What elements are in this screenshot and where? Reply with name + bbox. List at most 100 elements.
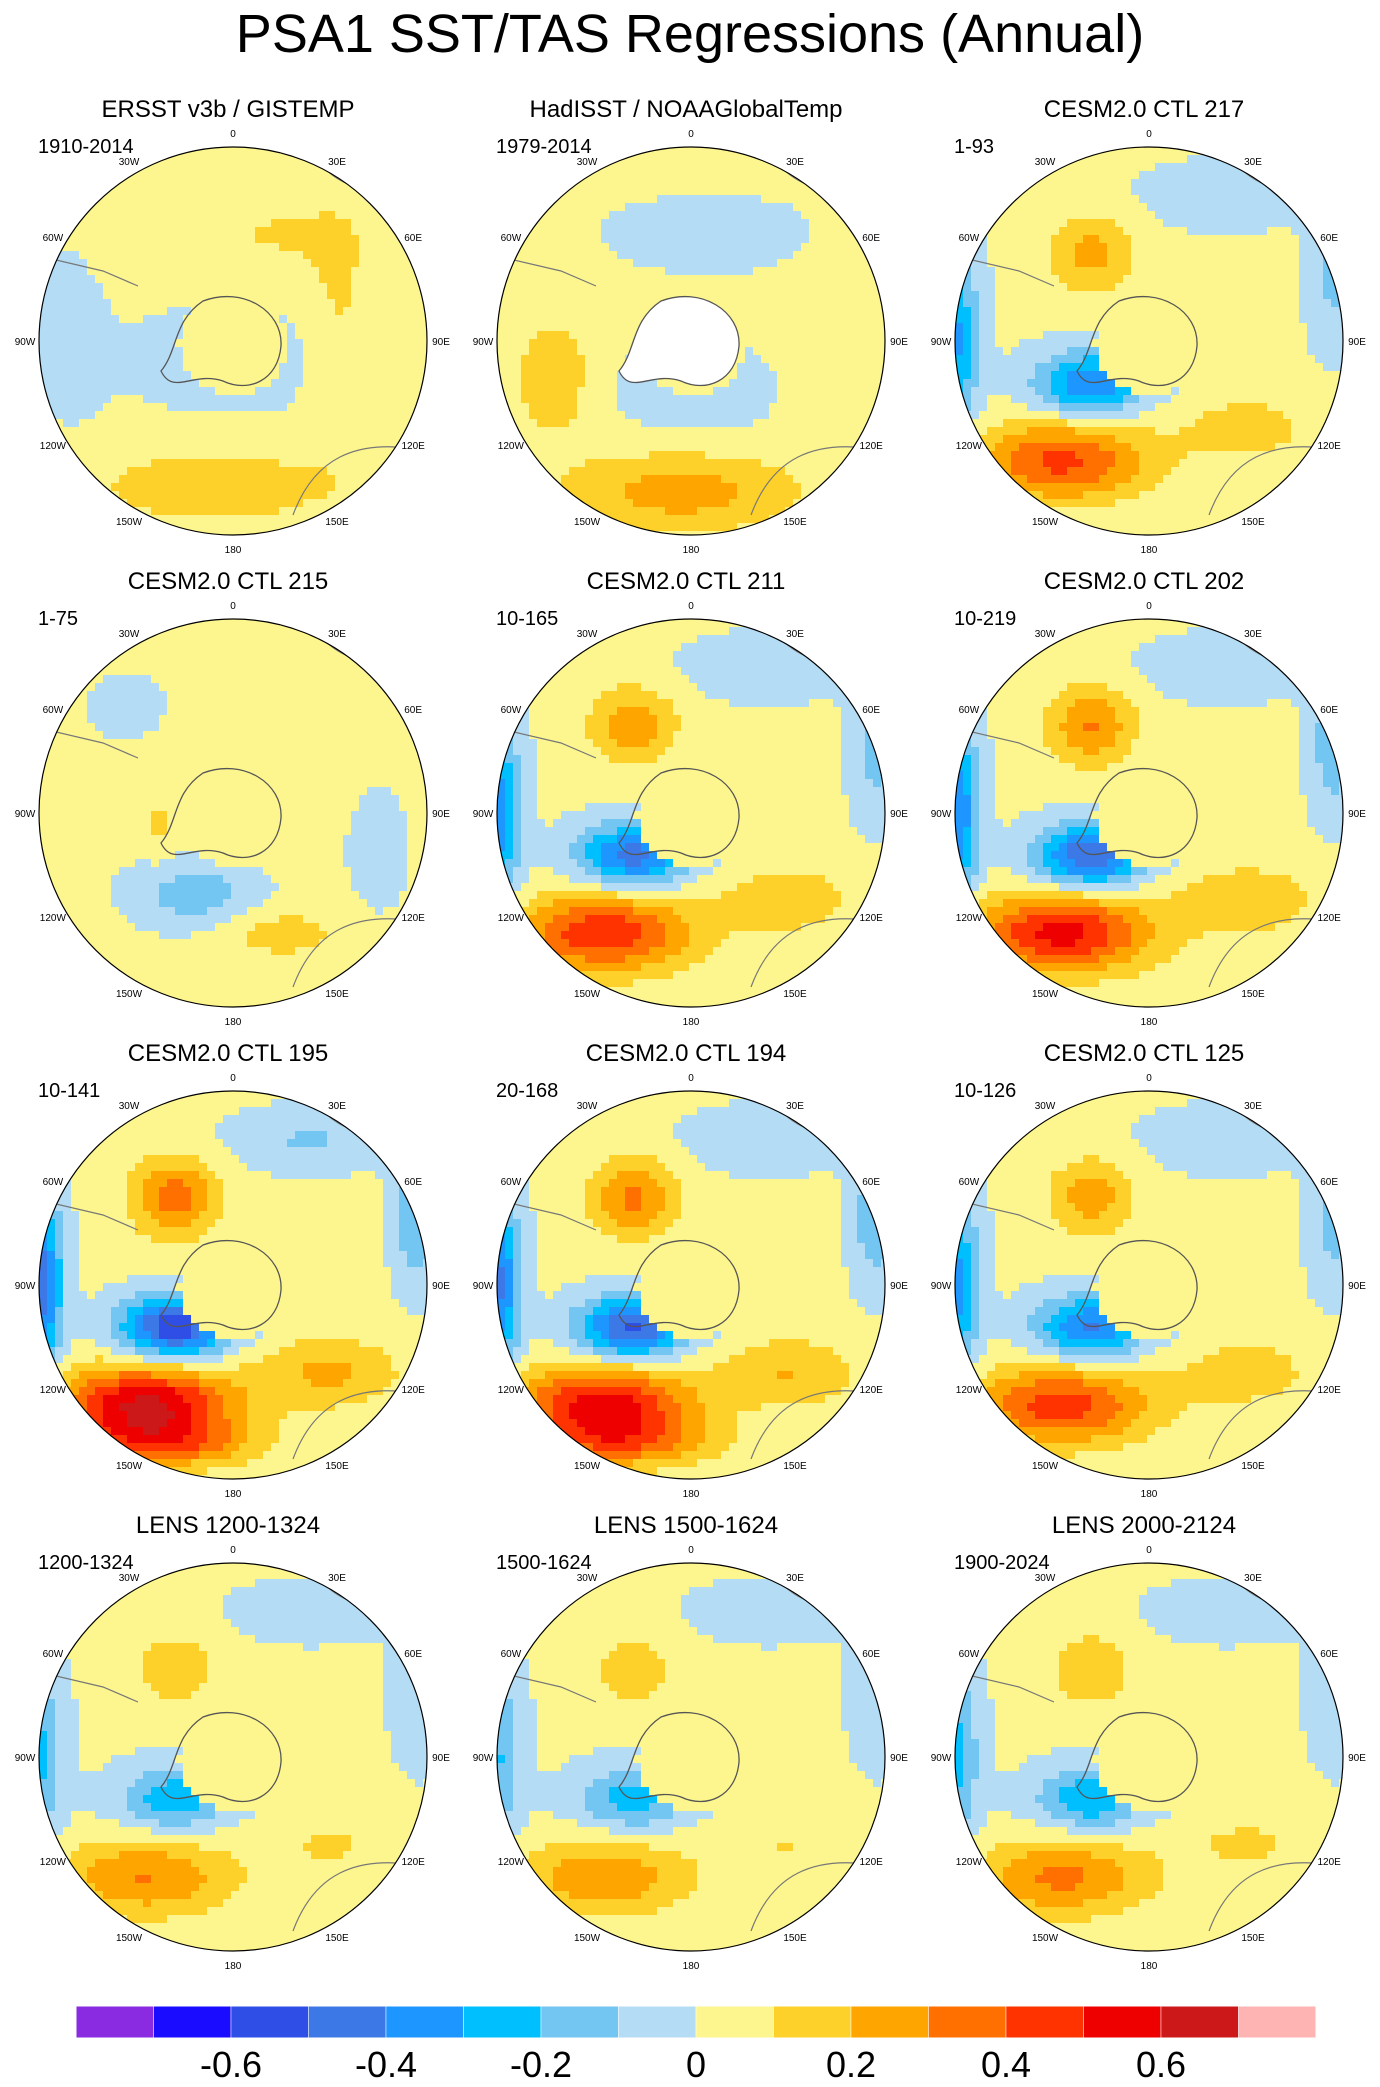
field-cell xyxy=(167,451,176,460)
field-cell xyxy=(585,467,594,476)
field-cell xyxy=(801,403,810,412)
field-cell xyxy=(143,395,152,404)
field-cell xyxy=(271,531,280,535)
field-cell xyxy=(407,387,416,396)
field-cell xyxy=(857,379,866,388)
field-cell xyxy=(191,251,200,260)
field-cell xyxy=(367,467,376,476)
field-cell xyxy=(303,227,312,236)
field-cell xyxy=(279,235,288,244)
field-cell xyxy=(391,427,400,436)
field-cell xyxy=(151,203,160,212)
field-cell xyxy=(753,427,762,436)
field-cell xyxy=(223,347,232,356)
field-cell xyxy=(271,323,280,332)
field-cell xyxy=(263,435,272,444)
field-cell xyxy=(737,467,746,476)
field-cell xyxy=(641,515,650,524)
field-cell xyxy=(87,379,96,388)
field-cell xyxy=(713,275,722,284)
field-cell xyxy=(1027,243,1036,252)
field-cell xyxy=(247,179,256,188)
field-cell xyxy=(729,395,738,404)
field-cell xyxy=(263,259,272,268)
field-cell xyxy=(351,315,360,324)
field-cell xyxy=(215,195,224,204)
field-cell xyxy=(1219,195,1228,204)
field-cell xyxy=(769,339,778,348)
field-cell xyxy=(199,267,208,276)
field-cell xyxy=(63,379,72,388)
field-cell xyxy=(1179,323,1188,332)
field-cell xyxy=(801,267,810,276)
field-cell xyxy=(1003,203,1012,212)
field-cell xyxy=(713,467,722,476)
field-cell xyxy=(585,363,594,372)
field-cell xyxy=(665,275,674,284)
field-cell xyxy=(809,443,818,452)
field-cell xyxy=(1211,267,1220,276)
field-cell xyxy=(601,211,610,220)
field-cell xyxy=(407,299,416,308)
field-cell xyxy=(721,467,730,476)
field-cell xyxy=(47,347,56,356)
field-cell xyxy=(1075,211,1084,220)
field-cell xyxy=(79,459,88,468)
field-cell xyxy=(295,275,304,284)
field-cell xyxy=(1195,227,1204,236)
field-cell xyxy=(545,443,554,452)
field-cell xyxy=(769,507,778,516)
field-cell xyxy=(761,363,770,372)
field-cell xyxy=(801,451,810,460)
field-cell xyxy=(801,283,810,292)
field-cell xyxy=(665,459,674,468)
field-cell xyxy=(231,275,240,284)
field-cell xyxy=(231,515,240,524)
field-cell xyxy=(1075,291,1084,300)
field-cell xyxy=(375,347,384,356)
field-cell xyxy=(721,147,730,156)
field-cell xyxy=(1211,219,1220,228)
field-cell xyxy=(601,291,610,300)
field-cell xyxy=(167,163,176,172)
field-cell xyxy=(737,315,746,324)
field-cell xyxy=(319,235,328,244)
field-cell xyxy=(223,387,232,396)
field-cell xyxy=(1243,267,1252,276)
field-cell xyxy=(569,331,578,340)
field-cell xyxy=(721,275,730,284)
field-cell xyxy=(1003,251,1012,260)
field-cell xyxy=(1043,291,1052,300)
field-cell xyxy=(577,355,586,364)
field-cell xyxy=(1043,243,1052,252)
field-cell xyxy=(1219,331,1228,340)
field-cell xyxy=(1179,227,1188,236)
field-cell xyxy=(617,355,626,364)
field-cell xyxy=(135,491,144,500)
field-cell xyxy=(343,435,352,444)
field-cell xyxy=(215,155,224,164)
field-cell xyxy=(561,419,570,428)
field-cell xyxy=(673,499,682,508)
field-cell xyxy=(327,451,336,460)
field-cell xyxy=(159,235,168,244)
field-cell xyxy=(151,307,160,316)
field-cell xyxy=(1131,283,1140,292)
field-cell xyxy=(569,483,578,492)
field-cell xyxy=(601,179,610,188)
field-cell xyxy=(625,195,634,204)
field-cell xyxy=(785,499,794,508)
field-cell xyxy=(1067,179,1076,188)
field-cell xyxy=(729,163,738,172)
field-cell xyxy=(841,363,850,372)
field-cell xyxy=(215,235,224,244)
field-cell xyxy=(343,203,352,212)
field-cell xyxy=(865,411,874,420)
field-cell xyxy=(505,291,514,300)
field-cell xyxy=(1243,219,1252,228)
field-cell xyxy=(569,347,578,356)
field-cell xyxy=(569,467,578,476)
field-cell xyxy=(729,459,738,468)
field-cell xyxy=(777,283,786,292)
longitude-label: 90W xyxy=(473,337,494,348)
